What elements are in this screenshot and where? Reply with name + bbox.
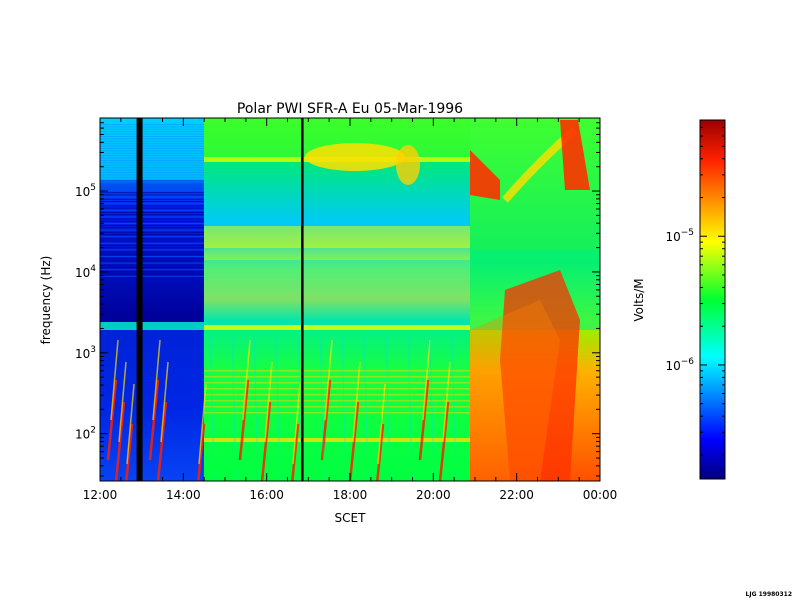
spectral-features bbox=[100, 118, 590, 481]
x-tick-label: 14:00 bbox=[166, 488, 201, 502]
y-tick-label: 104 bbox=[75, 264, 96, 280]
y-axis: 102 103 104 105 bbox=[75, 117, 600, 477]
y-tick-label: 103 bbox=[75, 345, 96, 361]
colorbar bbox=[699, 119, 726, 480]
x-axis: 12:00 14:00 16:00 18:00 20:00 22:00 00:00 bbox=[83, 118, 618, 502]
x-tick-label: 22:00 bbox=[499, 488, 534, 502]
colorbar-label: Volts/M bbox=[632, 278, 646, 321]
x-tick-label: 20:00 bbox=[416, 488, 451, 502]
colorbar-axis: 10−5 10−6 bbox=[665, 119, 725, 456]
x-tick-label: 18:00 bbox=[333, 488, 368, 502]
x-tick-label: 12:00 bbox=[83, 488, 118, 502]
colorbar-tick-label: 10−5 bbox=[665, 228, 694, 244]
x-tick-label: 16:00 bbox=[249, 488, 284, 502]
y-tick-label: 102 bbox=[75, 426, 96, 442]
chart-title: Polar PWI SFR-A Eu 05-Mar-1996 bbox=[237, 101, 463, 117]
spectrogram-plot-area bbox=[100, 118, 600, 481]
y-tick-label: 105 bbox=[75, 183, 96, 199]
y-axis-label: frequency (Hz) bbox=[39, 256, 53, 345]
colorbar-tick-label: 10−6 bbox=[665, 357, 694, 373]
x-axis-label: SCET bbox=[335, 511, 367, 525]
x-tick-label: 00:00 bbox=[583, 488, 618, 502]
footer-stamp: LJG 19980312 bbox=[746, 591, 792, 598]
